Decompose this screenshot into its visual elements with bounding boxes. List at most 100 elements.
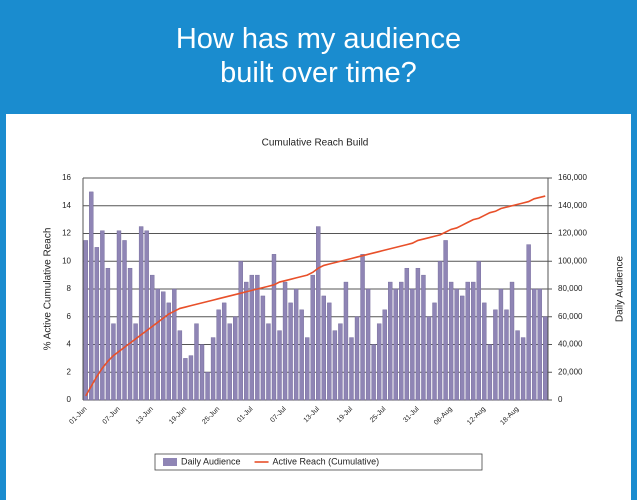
bar (321, 295, 326, 401)
bar (260, 295, 266, 401)
bar (177, 330, 183, 401)
bar (515, 330, 520, 401)
bar (349, 337, 354, 401)
bar (338, 323, 343, 401)
bar (277, 330, 282, 401)
bar (249, 274, 255, 401)
chart-title: Cumulative Reach Build (262, 138, 369, 149)
bar (155, 288, 160, 401)
bar (188, 355, 194, 401)
bar (199, 344, 205, 401)
bar (376, 323, 382, 401)
bar (465, 281, 470, 401)
bar (144, 230, 149, 401)
y2-tick-label: 60,000 (558, 312, 583, 321)
bar (316, 226, 321, 401)
x-tick-label: 07-Jun (102, 406, 122, 426)
legend-label: Daily Audience (181, 456, 241, 466)
x-tick-label: 31-Jul (402, 405, 421, 424)
x-tick-label: 06-Aug (433, 406, 454, 427)
bar (216, 309, 221, 401)
y-tick-label: 16 (62, 173, 71, 182)
x-tick-label: 13-Jul (303, 405, 322, 424)
bar (526, 244, 531, 401)
y2-tick-label: 20,000 (558, 367, 583, 376)
bar (111, 323, 116, 401)
legend-box (154, 453, 483, 471)
bar (537, 288, 542, 401)
y2-tick-label: 160,000 (558, 173, 587, 182)
bar (531, 288, 537, 401)
bar (393, 288, 398, 401)
bar (122, 240, 127, 401)
bar (127, 267, 133, 401)
y-tick-label: 6 (67, 312, 72, 321)
bar (410, 288, 415, 401)
bar (288, 302, 293, 401)
bar (509, 281, 515, 401)
bar (138, 226, 144, 401)
x-tick-label: 25-Jul (369, 405, 388, 424)
bar (343, 281, 349, 401)
bar (255, 274, 260, 401)
bar (271, 254, 277, 401)
bar (371, 344, 376, 401)
y-tick-label: 8 (67, 284, 72, 293)
y2-tick-label: 140,000 (558, 201, 587, 210)
bar (150, 274, 155, 401)
bar (172, 288, 177, 401)
bar (543, 316, 548, 401)
y2-tick-label: 120,000 (558, 229, 587, 238)
bar (415, 267, 421, 401)
bar (443, 240, 448, 401)
bar (183, 358, 188, 401)
bar (399, 281, 404, 401)
y-tick-label: 2 (67, 367, 72, 376)
bar (266, 323, 271, 401)
bar (504, 309, 509, 401)
bar (305, 337, 310, 401)
bar (299, 309, 304, 401)
bar (94, 247, 100, 401)
x-tick-label: 07-Jul (269, 405, 288, 424)
y2-tick-label: 40,000 (558, 340, 583, 349)
bar (327, 302, 332, 401)
x-tick-label: 18-Aug (499, 406, 520, 427)
bar (382, 309, 387, 401)
y-tick-label: 10 (62, 256, 71, 265)
x-tick-label: 12-Aug (466, 406, 487, 427)
x-tick-label: 25-Jun (201, 406, 221, 426)
bar (293, 288, 299, 401)
y2-tick-label: 100,000 (558, 256, 587, 265)
bar (310, 274, 315, 401)
bar (476, 261, 481, 401)
bar (210, 337, 216, 401)
bar (482, 302, 487, 401)
y2-tick-label: 80,000 (558, 284, 583, 293)
y-axis-title: % Active Cumulative Reach (43, 228, 54, 351)
bar (89, 191, 94, 401)
bar (133, 323, 138, 401)
bar (194, 323, 199, 401)
bar (105, 267, 111, 401)
bar (471, 281, 476, 401)
x-tick-label: 01-Jul (236, 405, 255, 424)
bar (365, 288, 371, 401)
bar (116, 230, 122, 401)
bar (221, 302, 227, 401)
bar (83, 240, 88, 401)
line (85, 195, 546, 397)
bar (487, 344, 493, 401)
bar (205, 372, 210, 401)
y2-axis-title: Daily Audience (615, 255, 626, 322)
bar (354, 316, 360, 401)
y-tick-label: 12 (62, 229, 71, 238)
bar (360, 254, 365, 401)
y-tick-label: 14 (62, 201, 71, 210)
bar (238, 261, 243, 401)
bar (498, 288, 504, 401)
bar (227, 323, 232, 401)
bar (493, 309, 498, 401)
